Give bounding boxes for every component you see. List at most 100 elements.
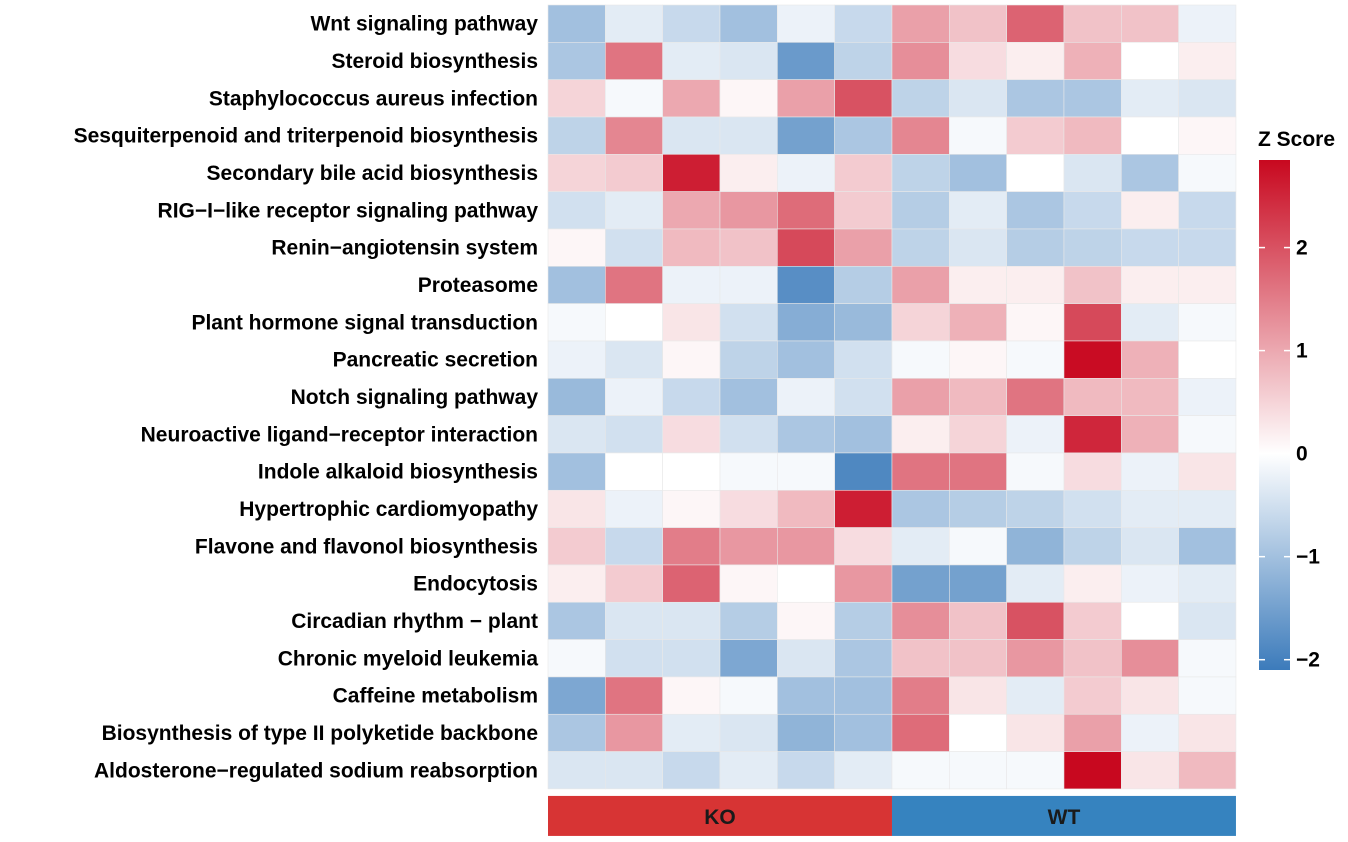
row-label: Renin−angiotensin system: [271, 237, 538, 260]
heatmap-cell: [1121, 4, 1179, 43]
heatmap-cell: [834, 527, 893, 566]
heatmap-cell: [662, 751, 721, 790]
group-annotation-bar: KO WT: [548, 795, 1236, 836]
heatmap-cell: [662, 415, 721, 454]
heatmap-cell: [891, 116, 950, 155]
heatmap-cell: [1121, 527, 1179, 566]
row-label: Chronic myeloid leukemia: [278, 647, 539, 670]
heatmap-cell: [719, 154, 778, 192]
heatmap-cell: [1178, 266, 1237, 304]
heatmap-cell: [1063, 713, 1122, 752]
heatmap-cell: [547, 4, 606, 43]
legend-tick-label: −2: [1296, 649, 1320, 672]
heatmap-cell: [605, 377, 663, 416]
legend-tick-label: 2: [1296, 237, 1308, 260]
heatmap-cell: [834, 676, 893, 715]
heatmap-cell: [1178, 340, 1237, 379]
heatmap-cell: [777, 266, 835, 304]
heatmap-cell: [949, 303, 1007, 342]
heatmap-cell: [719, 489, 778, 528]
heatmap-cell: [834, 154, 893, 192]
heatmap-cell: [1063, 676, 1122, 715]
heatmap-cell: [891, 527, 950, 566]
heatmap-cell: [1121, 751, 1179, 790]
heatmap-cell: [1121, 79, 1179, 118]
heatmap-cell: [662, 527, 721, 566]
heatmap-cell: [777, 303, 835, 342]
heatmap-cell: [949, 228, 1007, 267]
heatmap-cell: [605, 303, 663, 342]
heatmap-cell: [777, 4, 835, 43]
z-score-legend: Z Score 2 1 0 −1 −2: [1258, 128, 1335, 672]
heatmap-cell: [1006, 601, 1065, 640]
group-label-wt: WT: [1048, 806, 1081, 829]
heatmap-cell: [547, 713, 606, 752]
heatmap-cell: [662, 116, 721, 155]
heatmap-cell: [834, 228, 893, 267]
group-bar-wt: [891, 795, 1236, 836]
heatmap-cell: [1063, 564, 1122, 603]
heatmap-cell: [1063, 452, 1122, 491]
heatmap-cell: [1178, 303, 1237, 342]
heatmap-cell: [605, 154, 663, 192]
heatmap-cell: [1006, 191, 1065, 230]
heatmap-cell: [1063, 42, 1122, 80]
heatmap-cell: [1121, 601, 1179, 640]
heatmap-cell: [1178, 676, 1237, 715]
heatmap-cell: [1006, 452, 1065, 491]
heatmap-cell: [605, 564, 663, 603]
row-label: Endocytosis: [413, 573, 538, 596]
heatmap-cell: [834, 601, 893, 640]
heatmap-cell: [662, 601, 721, 640]
heatmap-cell: [547, 601, 606, 640]
heatmap-cell: [777, 452, 835, 491]
heatmap-cell: [1121, 266, 1179, 304]
heatmap-cell: [1063, 751, 1122, 790]
heatmap-cell: [605, 452, 663, 491]
heatmap-cell: [1063, 489, 1122, 528]
heatmap-cell: [605, 713, 663, 752]
heatmap-cell: [605, 751, 663, 790]
heatmap-cell: [777, 676, 835, 715]
heatmap-cell: [834, 266, 893, 304]
heatmap-cell: [777, 116, 835, 155]
heatmap-cell: [605, 191, 663, 230]
heatmap-cell: [719, 527, 778, 566]
heatmap-cell: [891, 489, 950, 528]
heatmap-cell: [834, 713, 893, 752]
row-label: Aldosterone−regulated sodium reabsorptio…: [94, 759, 538, 782]
heatmap-cell: [1178, 601, 1237, 640]
heatmap-cell: [891, 452, 950, 491]
heatmap-cell: [1063, 228, 1122, 267]
heatmap-cell: [547, 415, 606, 454]
heatmap-cell: [1121, 676, 1179, 715]
heatmap-cell: [547, 564, 606, 603]
heatmap-cell: [719, 228, 778, 267]
heatmap-cell: [834, 4, 893, 43]
heatmap-cell: [891, 377, 950, 416]
heatmap-cell: [1063, 154, 1122, 192]
heatmap-cell: [834, 191, 893, 230]
heatmap-cell: [1121, 303, 1179, 342]
heatmap-cell: [949, 527, 1007, 566]
heatmap-cell: [662, 266, 721, 304]
heatmap-cell: [605, 601, 663, 640]
heatmap-cell: [719, 79, 778, 118]
heatmap-cell: [949, 639, 1007, 678]
heatmap-cell: [777, 564, 835, 603]
heatmap-cell: [547, 266, 606, 304]
heatmap-cell: [662, 191, 721, 230]
heatmap-cell: [777, 601, 835, 640]
heatmap-cell: [1121, 154, 1179, 192]
heatmap-cell: [719, 42, 778, 80]
row-label: Steroid biosynthesis: [331, 50, 538, 73]
row-label: Proteasome: [418, 274, 538, 297]
heatmap-cell: [1178, 4, 1237, 43]
heatmap-cell: [662, 676, 721, 715]
heatmap-cell: [719, 751, 778, 790]
heatmap-cell: [1121, 415, 1179, 454]
heatmap-cell: [891, 639, 950, 678]
heatmap-cell: [834, 79, 893, 118]
heatmap-cell: [777, 527, 835, 566]
heatmap-cell: [949, 4, 1007, 43]
